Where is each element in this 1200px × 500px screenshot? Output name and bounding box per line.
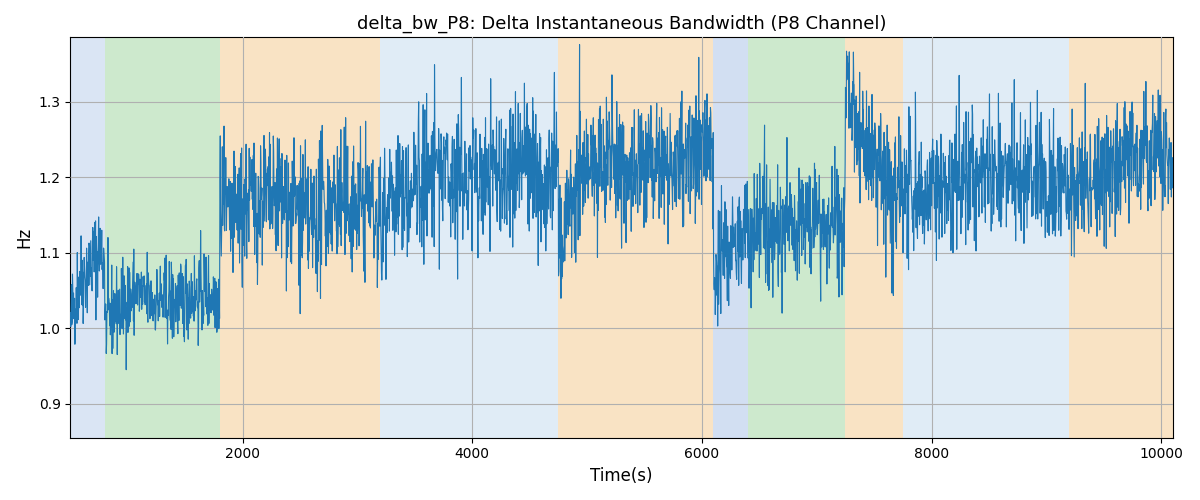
Bar (104, 38, 220, 438)
Bar (220, 38, 380, 438)
Y-axis label: Hz: Hz (14, 227, 32, 248)
Bar (558, 38, 714, 438)
Bar (902, 38, 1069, 438)
Title: delta_bw_P8: Delta Instantaneous Bandwidth (P8 Channel): delta_bw_P8: Delta Instantaneous Bandwid… (356, 15, 887, 34)
Bar (380, 38, 558, 438)
Bar (846, 38, 902, 438)
Bar (71, 38, 104, 438)
Bar (1069, 38, 1172, 438)
Bar (748, 38, 846, 438)
X-axis label: Time(s): Time(s) (590, 467, 653, 485)
Bar (714, 38, 748, 438)
